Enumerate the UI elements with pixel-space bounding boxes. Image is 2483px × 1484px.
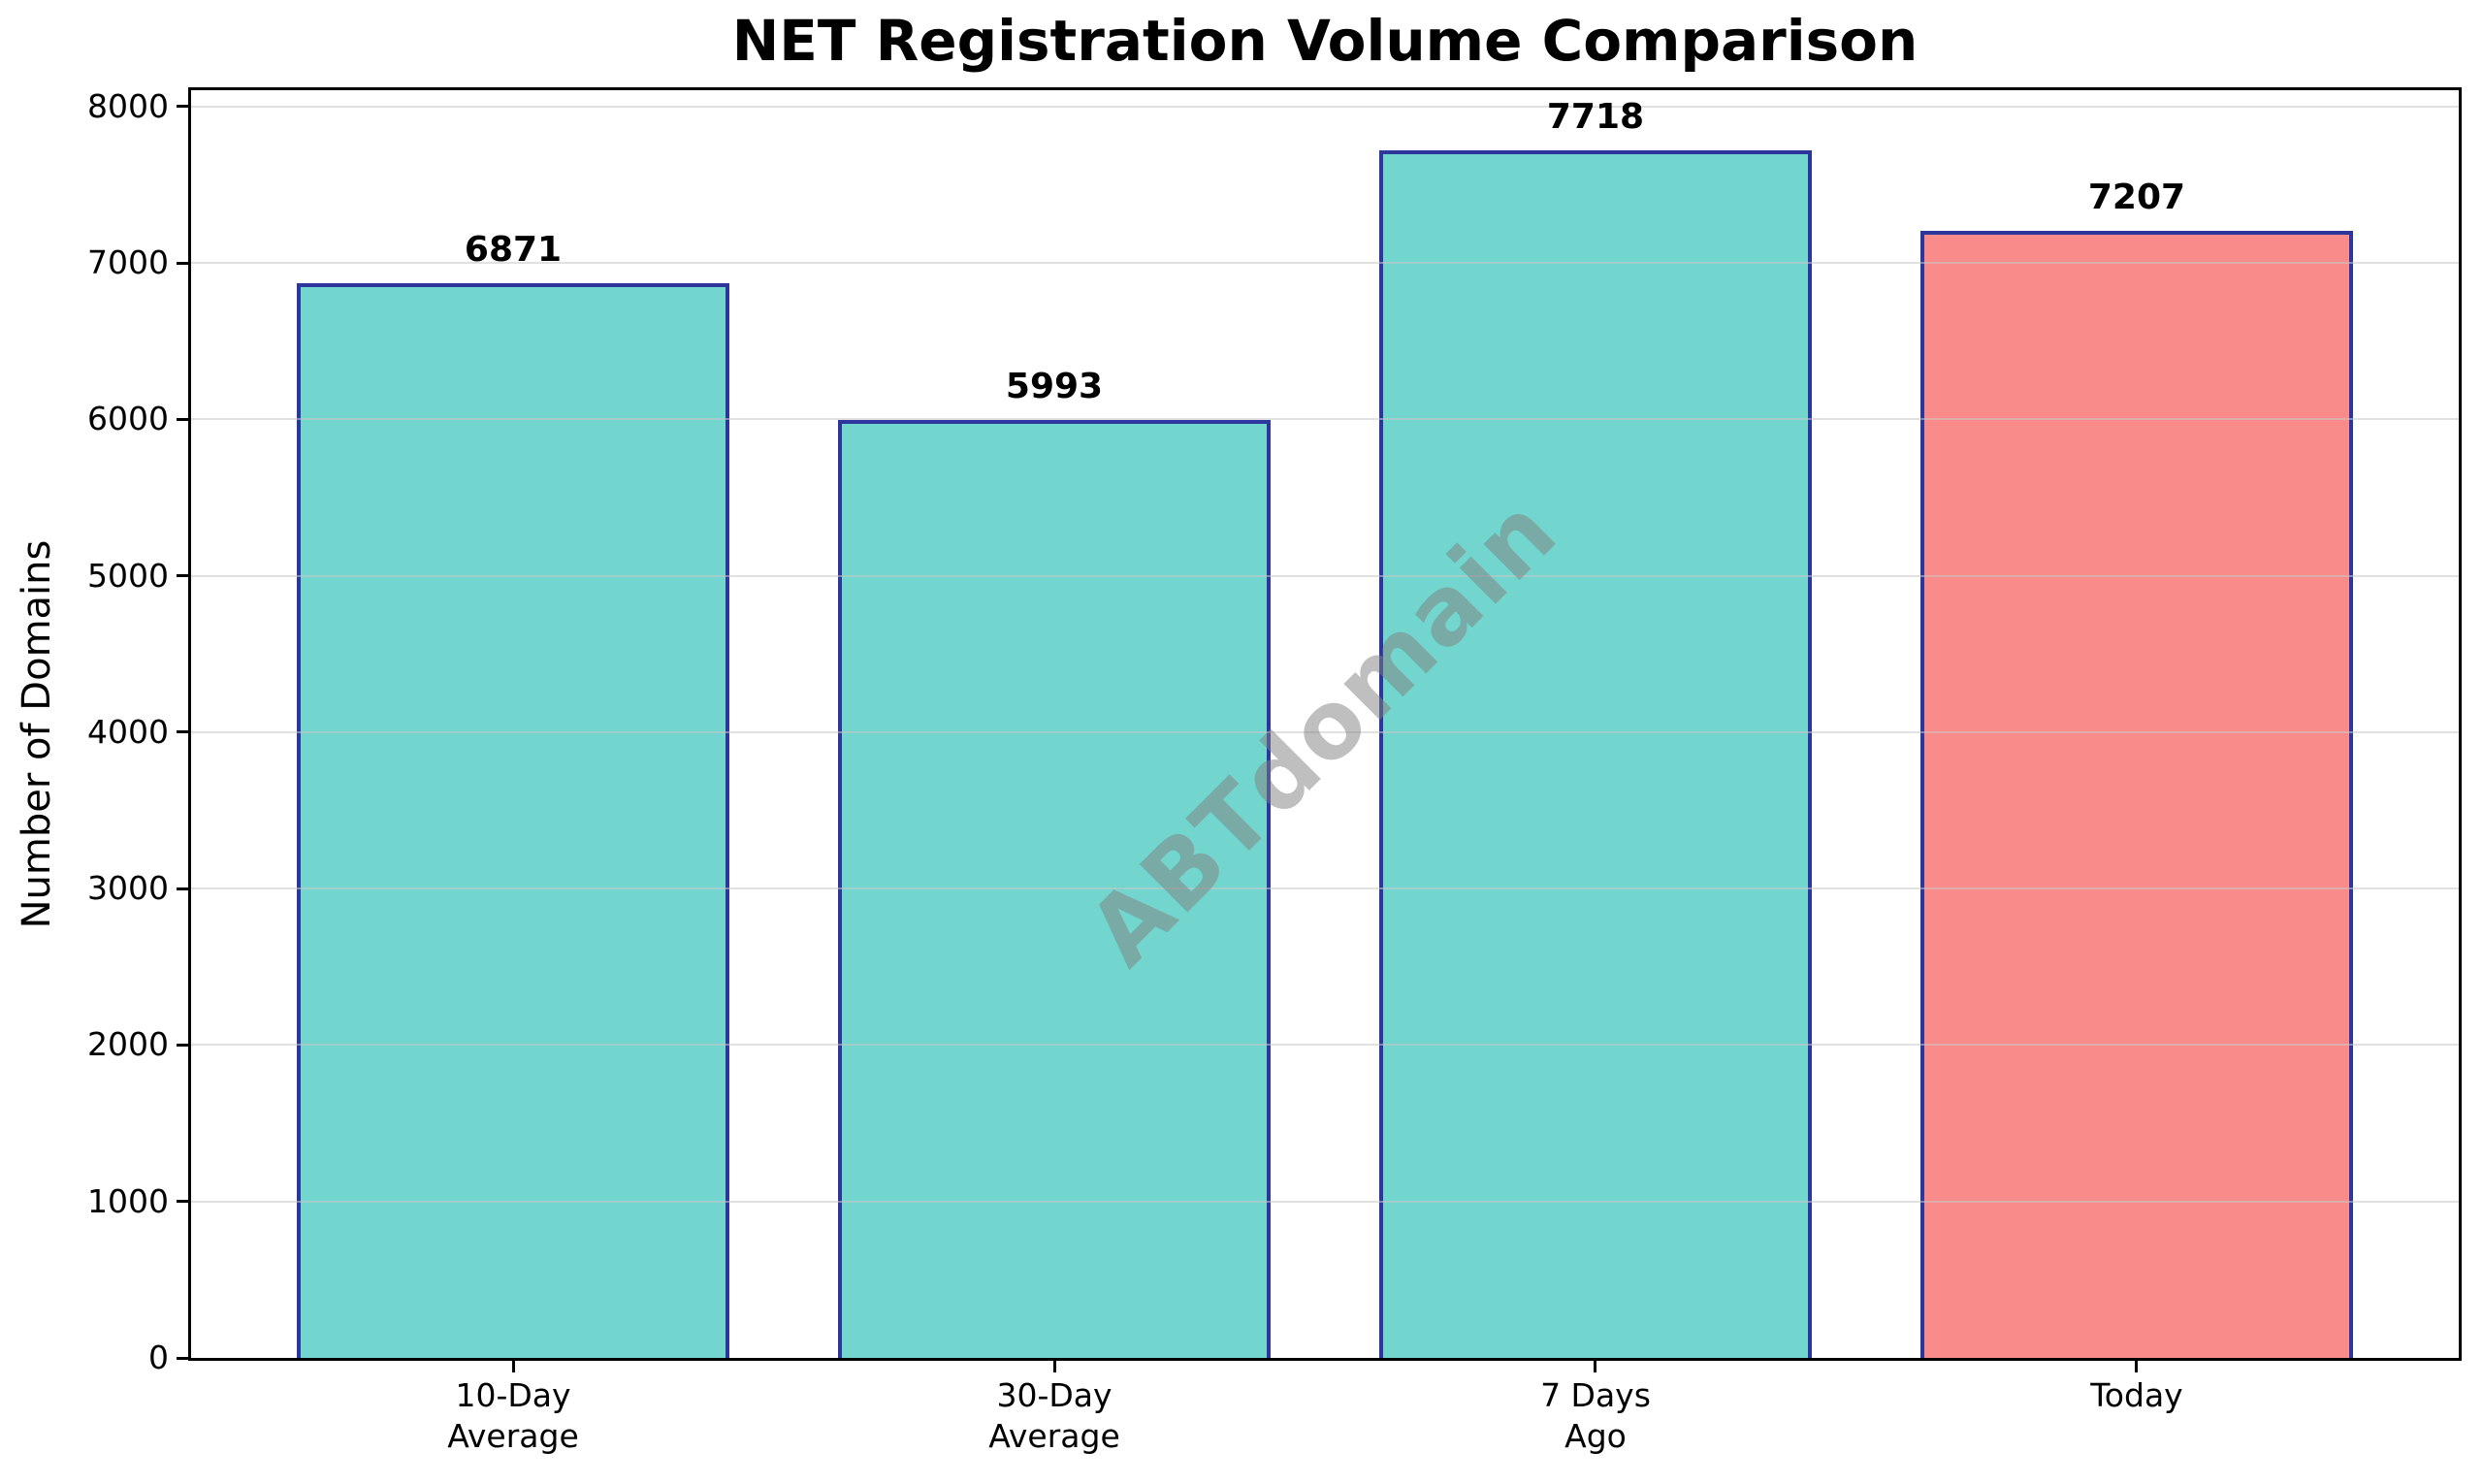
gridline-6000: [191, 418, 2459, 421]
gridline-4000: [191, 730, 2459, 733]
x-tick-label: 10-Day Average: [447, 1376, 579, 1455]
y-tick-label: 0: [148, 1339, 169, 1376]
gridline-2000: [191, 1044, 2459, 1047]
plot-area: ABTdomain 6871 5993 7718 7207: [188, 87, 2462, 1361]
bar-value-label: 7207: [2087, 177, 2186, 217]
y-tick-label: 3000: [87, 869, 169, 908]
y-tick-mark: [177, 105, 188, 109]
x-tick-label: 30-Day Average: [988, 1376, 1120, 1455]
gridline-8000: [191, 105, 2459, 108]
x-tick-mark: [1052, 1361, 1056, 1372]
chart-title: NET Registration Volume Comparison: [731, 8, 1919, 74]
bar-0: [296, 282, 730, 1358]
y-tick-mark: [177, 574, 188, 578]
bar-value-label: 7718: [1546, 97, 1645, 138]
bar-3: [1919, 230, 2354, 1358]
y-tick-label: 5000: [87, 556, 169, 595]
y-tick-label: 4000: [87, 712, 169, 751]
bar-2: [1378, 150, 1813, 1358]
bar-value-label: 6871: [464, 229, 563, 270]
y-tick-mark: [177, 1200, 188, 1204]
y-tick-label: 8000: [87, 86, 169, 125]
bar-value-label: 5993: [1005, 367, 1104, 407]
gridline-1000: [191, 1200, 2459, 1203]
gridline-3000: [191, 887, 2459, 890]
gridline-5000: [191, 574, 2459, 577]
y-tick-mark: [177, 730, 188, 734]
y-tick-label: 7000: [87, 243, 169, 282]
y-tick-mark: [177, 1043, 188, 1047]
x-tick-mark: [2135, 1361, 2139, 1372]
y-tick-label: 1000: [87, 1181, 169, 1220]
x-tick-mark: [1594, 1361, 1597, 1372]
y-tick-mark: [177, 1356, 188, 1360]
gridline-7000: [191, 262, 2459, 265]
y-tick-mark: [177, 887, 188, 890]
x-tick-label: 7 Days Ago: [1540, 1376, 1651, 1455]
x-tick-mark: [511, 1361, 515, 1372]
x-tick-label: Today: [2090, 1376, 2183, 1414]
y-tick-label: 2000: [87, 1025, 169, 1064]
y-tick-label: 6000: [87, 400, 169, 438]
y-tick-mark: [177, 261, 188, 265]
y-tick-mark: [177, 417, 188, 421]
